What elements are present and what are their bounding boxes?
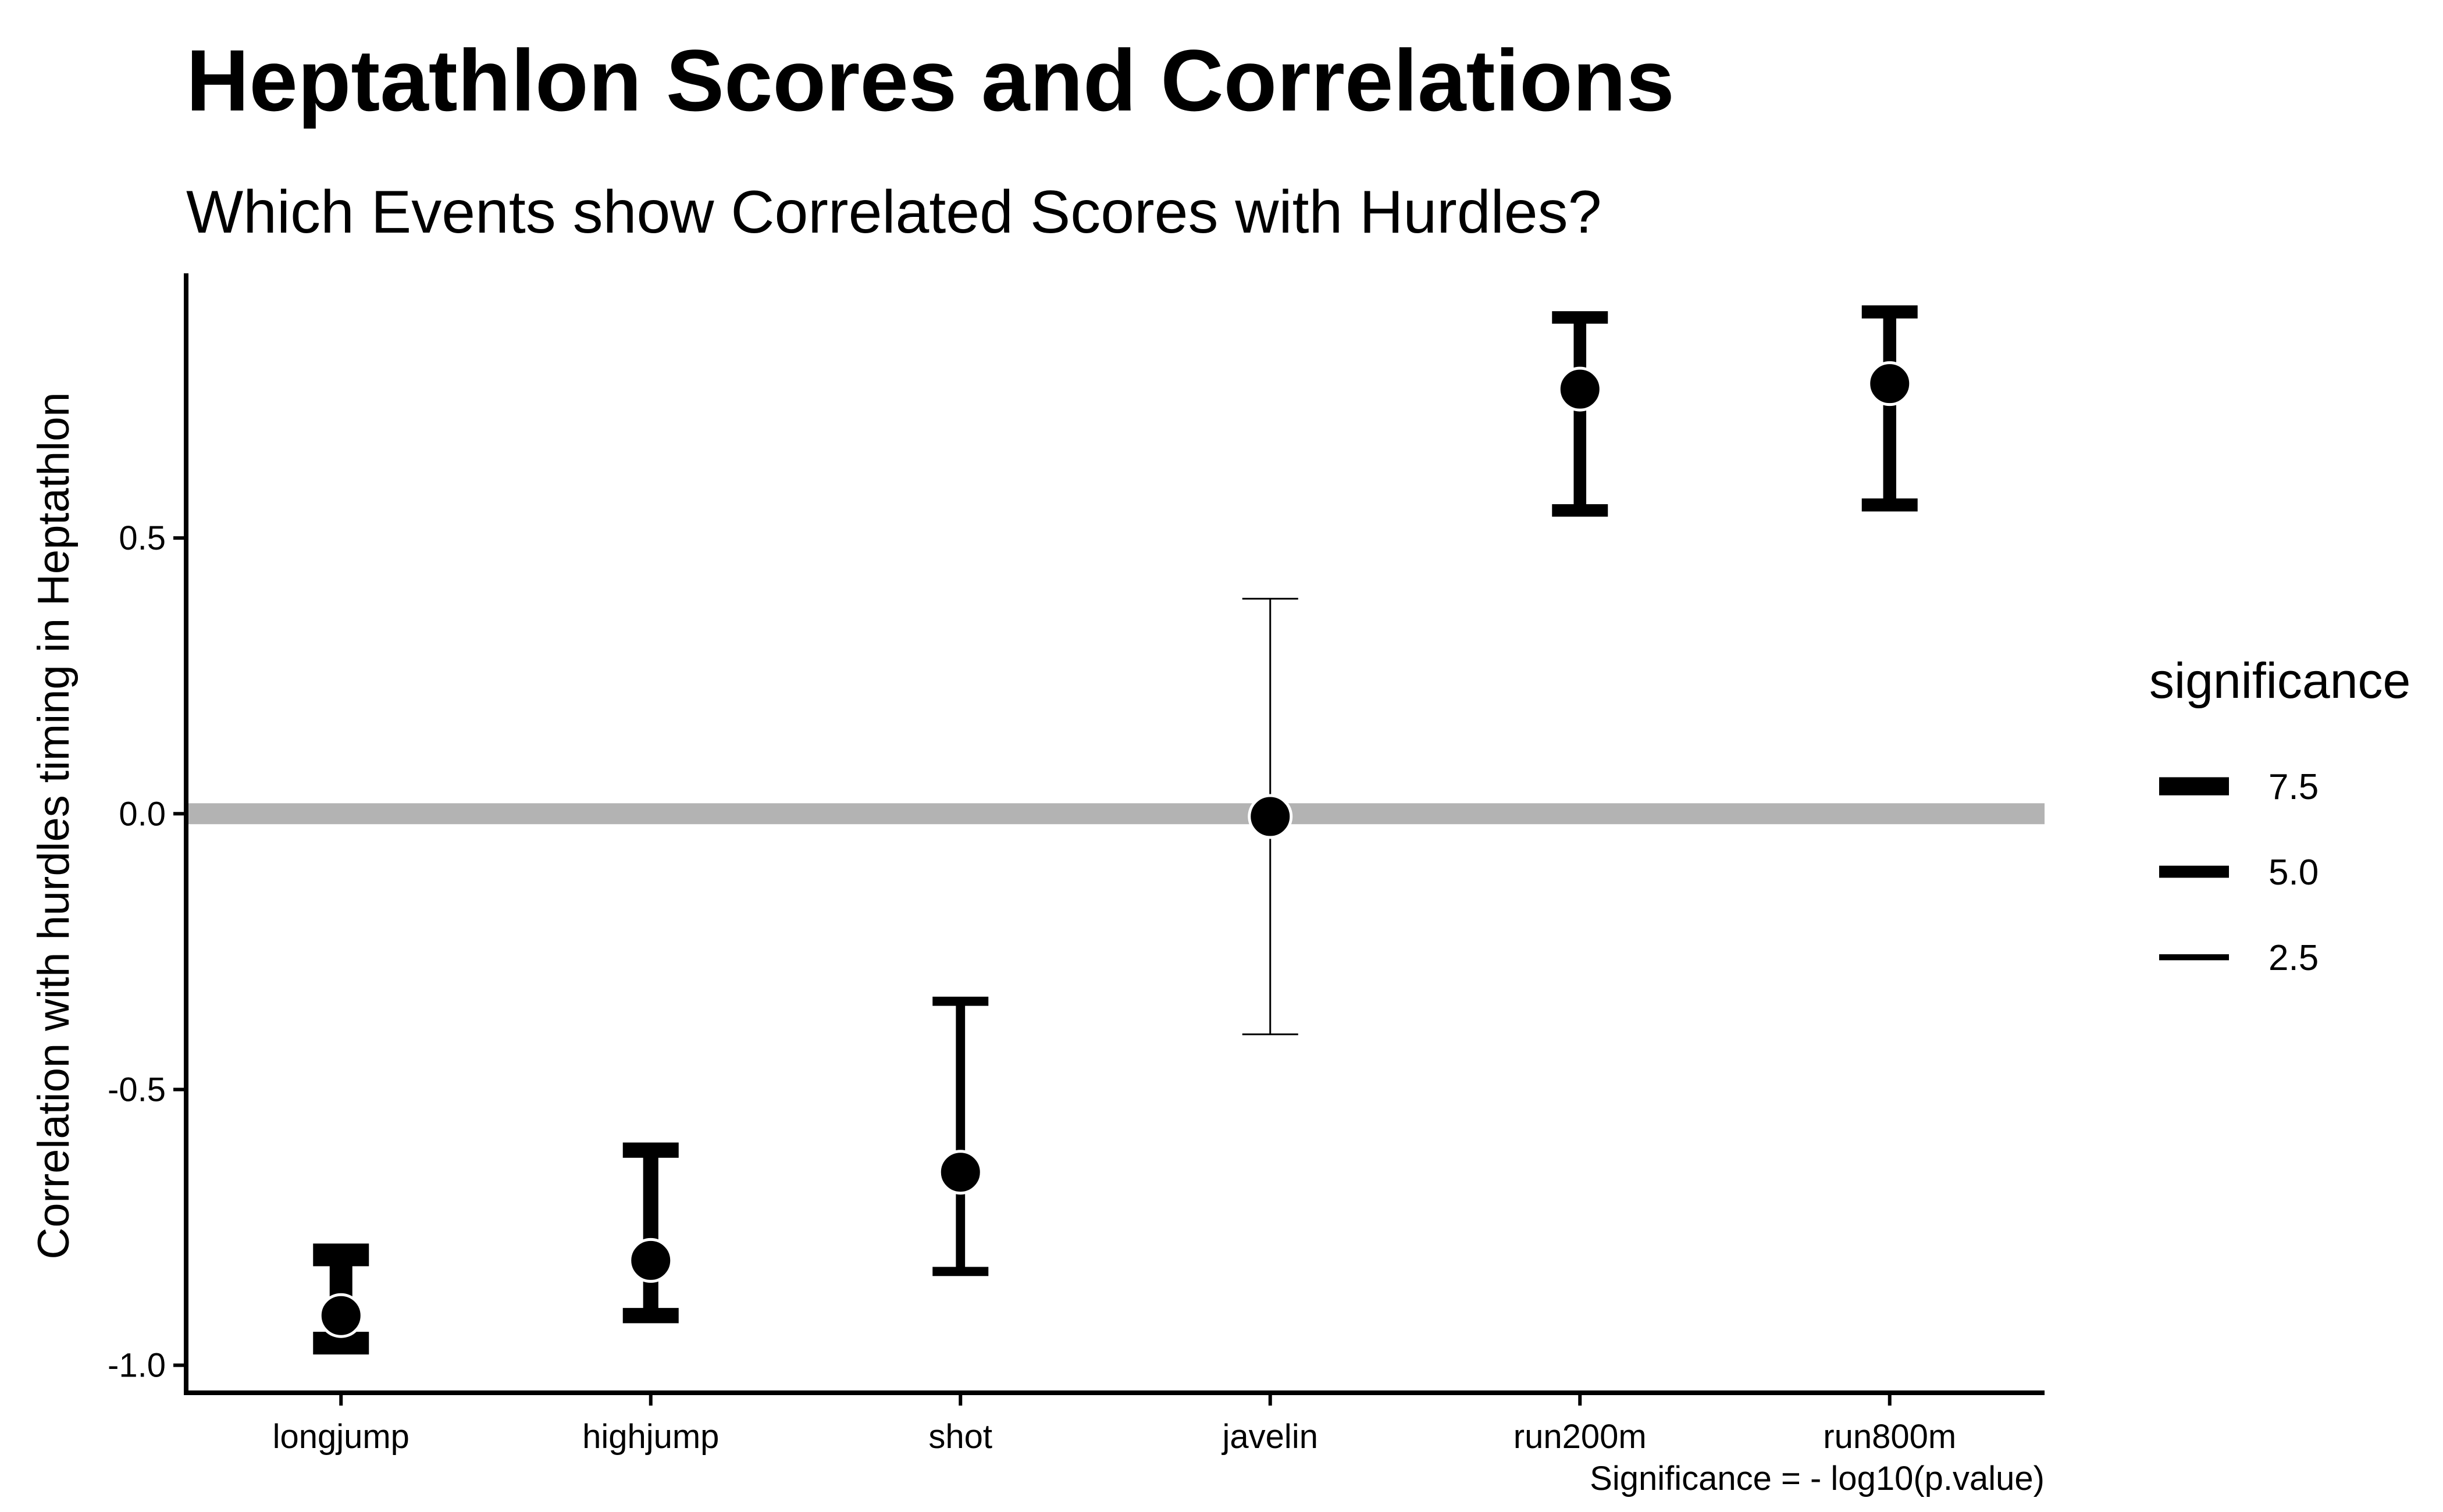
errorbar-highjump: [622, 1142, 679, 1324]
y-tick-label: -0.5: [108, 1071, 166, 1108]
point-estimate: [938, 1150, 983, 1195]
chart-title: Heptathlon Scores and Correlations: [186, 31, 1675, 129]
y-axis-title: Correlation with hurdles timing in Hepta…: [29, 392, 79, 1259]
x-tick-label: highjump: [582, 1418, 719, 1456]
errorbar-run800m: [1861, 305, 1918, 512]
errorbar-shot: [932, 996, 989, 1276]
y-tick-label: 0.5: [119, 519, 166, 557]
y-tick-label: -1.0: [108, 1347, 166, 1385]
x-tick-label: longjump: [273, 1418, 409, 1456]
legend-title: significance: [2149, 653, 2410, 709]
point-estimate: [1557, 366, 1602, 412]
point-estimate: [1867, 361, 1913, 406]
x-tick-label: run200m: [1513, 1418, 1647, 1456]
legend-label: 2.5: [2268, 938, 2319, 978]
point-estimate: [628, 1238, 674, 1283]
errorbar-javelin: [1242, 597, 1298, 1036]
x-tick-label: javelin: [1222, 1418, 1318, 1456]
legend: 7.5 5.0 2.5: [2159, 767, 2319, 978]
chart-subtitle: Which Events show Correlated Scores with…: [186, 179, 1601, 246]
errorbar-run200m: [1552, 311, 1608, 517]
legend-label: 7.5: [2268, 767, 2319, 807]
plot-area: -1.0 -0.5 0.0 0.5 longjump highjump shot javeli…: [108, 273, 2045, 1456]
y-tick-label: 0.0: [119, 795, 166, 833]
x-tick-label: run800m: [1823, 1418, 1956, 1456]
chart-caption: Significance = - log10(p.value): [1590, 1460, 2045, 1497]
point-estimate: [1248, 794, 1293, 839]
legend-label: 5.0: [2268, 853, 2319, 893]
errorbar-longjump: [313, 1243, 369, 1355]
point-estimate: [318, 1293, 364, 1338]
x-tick-label: shot: [928, 1418, 992, 1456]
